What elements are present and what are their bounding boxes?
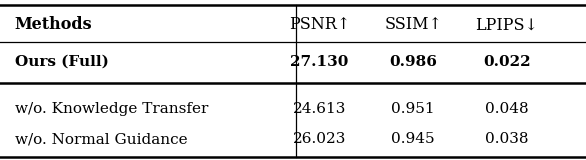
Text: 27.130: 27.130	[290, 55, 349, 69]
Text: 0.945: 0.945	[391, 132, 435, 146]
Text: w/o. Knowledge Transfer: w/o. Knowledge Transfer	[15, 102, 208, 116]
Text: 26.023: 26.023	[292, 132, 346, 146]
Text: 0.951: 0.951	[391, 102, 435, 116]
Text: 24.613: 24.613	[292, 102, 346, 116]
Text: LPIPS↓: LPIPS↓	[475, 16, 539, 33]
Text: Methods: Methods	[15, 16, 92, 33]
Text: SSIM↑: SSIM↑	[384, 16, 442, 33]
Text: 0.048: 0.048	[485, 102, 529, 116]
Text: 0.022: 0.022	[483, 55, 531, 69]
Text: w/o. Normal Guidance: w/o. Normal Guidance	[15, 132, 188, 146]
Text: PSNR↑: PSNR↑	[289, 16, 350, 33]
Text: 0.038: 0.038	[485, 132, 529, 146]
Text: Ours (Full): Ours (Full)	[15, 55, 108, 69]
Text: 0.986: 0.986	[389, 55, 437, 69]
